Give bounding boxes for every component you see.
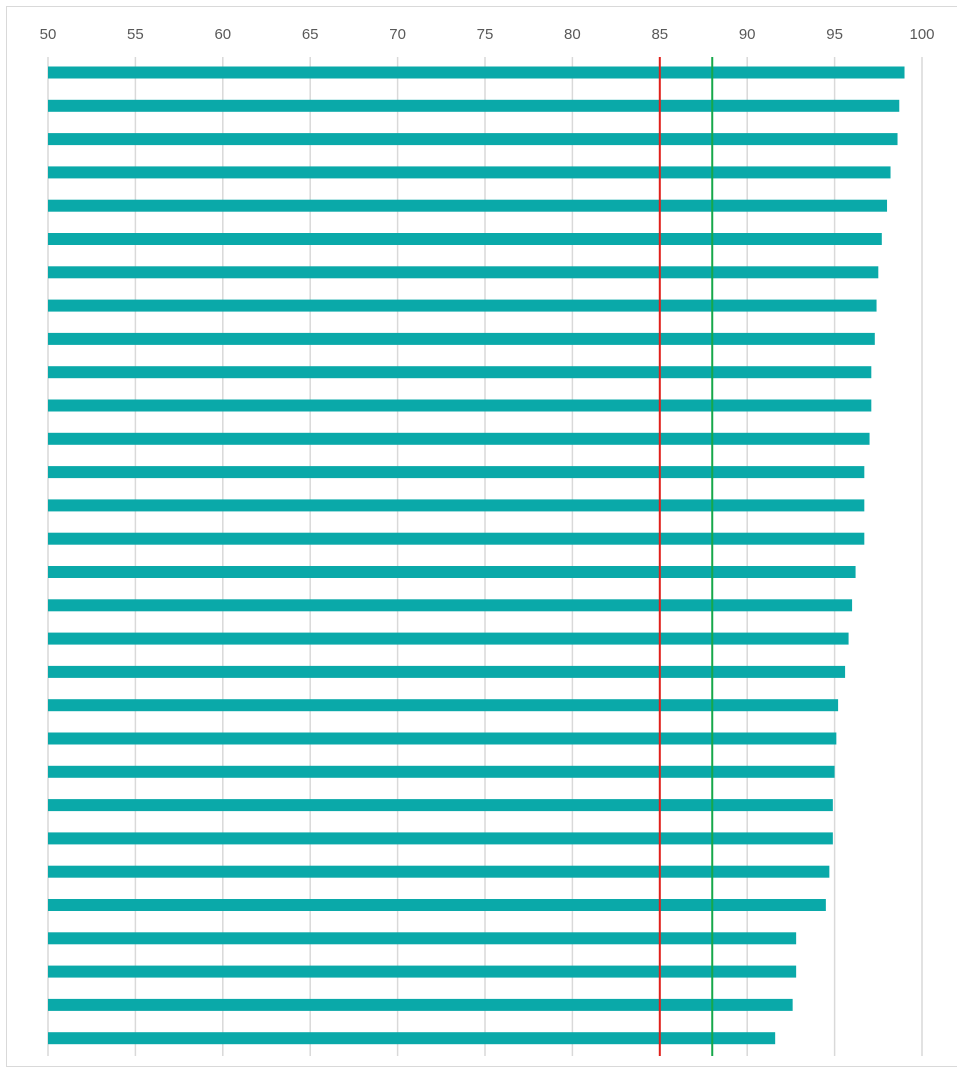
bar	[48, 99, 900, 112]
bar	[48, 166, 891, 179]
bar	[48, 466, 865, 479]
reference-lines	[658, 57, 714, 1056]
bar	[48, 133, 898, 146]
bar	[48, 432, 870, 445]
x-tick-label: 85	[651, 26, 668, 43]
bar	[48, 66, 905, 79]
bar	[48, 765, 835, 778]
x-tick-label: 55	[127, 26, 144, 43]
bar	[48, 532, 865, 545]
x-tick-label: 70	[389, 26, 406, 43]
bar	[48, 366, 872, 379]
bar	[48, 299, 877, 312]
bar	[48, 965, 797, 978]
bar	[48, 865, 830, 878]
x-tick-label: 80	[564, 26, 581, 43]
bar	[48, 832, 833, 845]
bar	[48, 932, 797, 945]
x-tick-label: 60	[214, 26, 231, 43]
bar	[48, 799, 833, 812]
bar	[48, 998, 793, 1011]
x-tick-label: 100	[909, 26, 934, 43]
bar	[48, 233, 882, 245]
bar	[48, 332, 875, 345]
x-axis-tick-labels: 50 55 60 65 70 75 80 85 90 95 100	[40, 26, 935, 43]
bars	[48, 66, 905, 1045]
bar	[48, 599, 853, 612]
bar	[48, 266, 879, 279]
bar	[48, 732, 837, 745]
x-tick-label: 65	[302, 26, 319, 43]
x-tick-label: 90	[739, 26, 756, 43]
x-tick-label: 50	[40, 26, 57, 43]
bar	[48, 1032, 776, 1045]
bar	[48, 199, 888, 212]
bar	[48, 632, 849, 645]
bar	[48, 699, 839, 712]
chart-frame	[6, 6, 957, 1067]
bar	[48, 899, 826, 911]
bar	[48, 399, 872, 412]
x-tick-label: 95	[826, 26, 843, 43]
x-tick-label: 75	[477, 26, 494, 43]
bar	[48, 499, 865, 512]
bar	[48, 566, 856, 578]
bar	[48, 665, 846, 678]
